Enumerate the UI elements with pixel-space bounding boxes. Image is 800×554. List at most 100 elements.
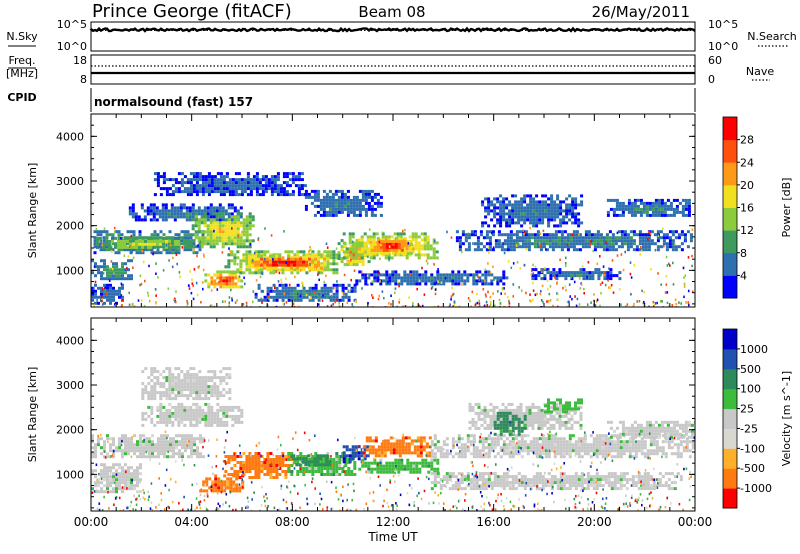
- range-cell: [189, 193, 193, 197]
- range-cell: [554, 233, 558, 237]
- range-cell: [159, 405, 163, 409]
- range-cell: [216, 273, 220, 277]
- range-cell: [91, 446, 94, 450]
- range-cell: [272, 458, 276, 461]
- range-cell: [209, 227, 213, 231]
- range-cell: [291, 175, 295, 179]
- range-cell: [442, 455, 446, 459]
- range-cell: [168, 230, 172, 234]
- range-cell: [186, 248, 190, 252]
- range-cell: [273, 181, 277, 185]
- range-cell: [565, 206, 569, 210]
- range-cell: [233, 230, 237, 234]
- noise-cell: [353, 269, 356, 272]
- range-cell: [394, 458, 398, 462]
- range-cell: [216, 408, 220, 412]
- range-cell: [222, 285, 226, 289]
- range-cell: [624, 207, 628, 211]
- range-cell: [332, 271, 336, 275]
- range-cell: [572, 239, 576, 243]
- noise-cell: [152, 252, 154, 256]
- range-cell: [195, 187, 199, 191]
- range-cell: [624, 204, 628, 208]
- range-cell: [614, 239, 618, 243]
- range-cell: [663, 210, 667, 214]
- range-cell: [200, 209, 204, 213]
- range-cell: [584, 236, 588, 240]
- range-cell: [523, 200, 527, 204]
- range-cell: [197, 239, 201, 243]
- range-cell: [287, 268, 291, 272]
- range-cell: [350, 289, 354, 293]
- range-cell: [620, 230, 624, 234]
- range-cell: [581, 236, 585, 240]
- range-cell: [180, 405, 184, 409]
- range-cell: [91, 434, 94, 438]
- range-cell: [199, 437, 202, 441]
- range-cell: [195, 405, 199, 409]
- range-cell: [393, 253, 397, 257]
- range-cell: [493, 206, 497, 210]
- range-cell: [357, 241, 361, 245]
- range-cell: [108, 245, 111, 249]
- range-cell: [454, 276, 458, 280]
- range-cell: [559, 212, 563, 216]
- range-cell: [559, 200, 563, 204]
- noise-cell: [648, 305, 650, 307]
- range-cell: [338, 467, 342, 470]
- range-cell: [160, 449, 163, 453]
- range-cell: [189, 242, 192, 246]
- range-cell: [179, 206, 183, 210]
- range-cell: [231, 279, 235, 283]
- noise-cell: [237, 234, 240, 238]
- noise-cell: [121, 304, 123, 307]
- range-cell: [368, 448, 372, 452]
- range-cell: [245, 239, 249, 243]
- noise-cell: [482, 288, 485, 291]
- range-cell: [466, 437, 470, 441]
- range-cell: [115, 446, 118, 450]
- range-cell: [322, 204, 326, 208]
- range-cell: [231, 178, 235, 182]
- range-cell: [332, 250, 336, 254]
- noise-cell: [231, 299, 233, 302]
- range-cell: [94, 484, 97, 488]
- range-cell: [388, 464, 392, 468]
- range-cell: [487, 224, 491, 228]
- range-cell: [138, 248, 142, 252]
- range-cell: [281, 271, 285, 275]
- range-cell: [94, 481, 97, 485]
- range-cell: [629, 242, 633, 246]
- range-cell: [194, 221, 198, 225]
- range-cell: [335, 458, 339, 461]
- range-cell: [320, 271, 324, 275]
- range-cell: [608, 230, 612, 234]
- noise-cell: [571, 297, 573, 301]
- range-cell: [388, 467, 392, 471]
- noise-cell: [367, 283, 369, 286]
- range-cell: [254, 260, 257, 264]
- range-cell: [252, 175, 256, 179]
- noise-cell: [244, 282, 246, 286]
- noise-cell: [654, 248, 657, 252]
- range-cell: [645, 204, 649, 208]
- range-cell: [189, 181, 193, 185]
- range-cell: [332, 268, 336, 272]
- range-cell: [308, 298, 312, 302]
- range-cell: [198, 405, 202, 409]
- range-cell: [380, 448, 384, 452]
- range-cell: [451, 455, 455, 459]
- range-cell: [147, 405, 151, 409]
- range-cell: [203, 224, 207, 228]
- range-cell: [636, 210, 640, 214]
- range-cell: [106, 452, 109, 456]
- range-cell: [388, 282, 392, 286]
- range-cell: [162, 181, 166, 185]
- range-cell: [571, 197, 575, 201]
- noise-cell: [317, 273, 319, 276]
- range-cell: [228, 270, 232, 274]
- range-cell: [590, 233, 594, 237]
- range-cell: [212, 245, 216, 249]
- range-cell: [152, 206, 156, 210]
- range-cell: [118, 475, 121, 479]
